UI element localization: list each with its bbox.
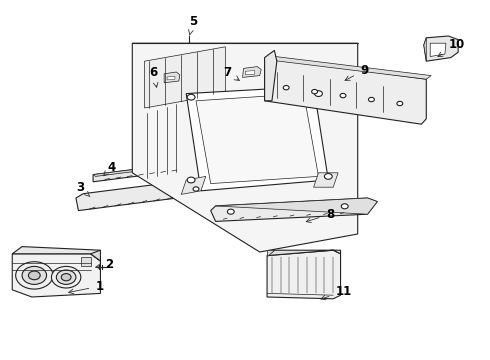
Circle shape xyxy=(368,97,374,102)
Polygon shape xyxy=(81,257,91,266)
Circle shape xyxy=(324,174,332,179)
Circle shape xyxy=(187,94,195,100)
Polygon shape xyxy=(265,56,431,79)
Polygon shape xyxy=(265,50,277,101)
Circle shape xyxy=(187,177,195,183)
Text: 6: 6 xyxy=(149,66,158,87)
Text: 8: 8 xyxy=(306,208,334,222)
Polygon shape xyxy=(267,250,341,299)
Polygon shape xyxy=(243,67,261,77)
Polygon shape xyxy=(167,76,175,80)
Polygon shape xyxy=(245,71,255,75)
Circle shape xyxy=(28,271,40,280)
Text: 3: 3 xyxy=(76,181,90,197)
Circle shape xyxy=(56,270,76,284)
Circle shape xyxy=(61,274,71,281)
Circle shape xyxy=(397,101,403,106)
Polygon shape xyxy=(424,38,426,61)
Polygon shape xyxy=(181,176,206,194)
Polygon shape xyxy=(186,86,328,191)
Circle shape xyxy=(16,262,53,289)
Circle shape xyxy=(51,266,81,288)
Circle shape xyxy=(193,187,199,191)
Text: 4: 4 xyxy=(103,161,116,176)
Circle shape xyxy=(227,209,234,214)
Text: 2: 2 xyxy=(96,258,114,271)
Circle shape xyxy=(283,85,289,90)
Text: 7: 7 xyxy=(223,66,239,81)
Polygon shape xyxy=(191,181,203,196)
Polygon shape xyxy=(216,198,377,214)
Polygon shape xyxy=(314,173,338,187)
Text: 1: 1 xyxy=(69,280,104,294)
Circle shape xyxy=(312,89,318,94)
Polygon shape xyxy=(196,94,318,184)
Polygon shape xyxy=(12,247,100,261)
Polygon shape xyxy=(265,58,426,124)
Circle shape xyxy=(340,93,346,98)
Polygon shape xyxy=(424,36,458,61)
Polygon shape xyxy=(267,250,274,256)
Text: 5: 5 xyxy=(189,15,197,35)
Polygon shape xyxy=(164,72,180,83)
Polygon shape xyxy=(145,47,225,108)
Circle shape xyxy=(22,266,47,284)
Polygon shape xyxy=(12,254,100,297)
Circle shape xyxy=(315,91,322,96)
Polygon shape xyxy=(93,162,196,176)
Polygon shape xyxy=(93,162,194,182)
Polygon shape xyxy=(132,43,358,252)
Polygon shape xyxy=(430,43,446,57)
Text: 11: 11 xyxy=(321,285,352,300)
Polygon shape xyxy=(267,250,341,256)
Text: 9: 9 xyxy=(345,64,368,80)
Polygon shape xyxy=(76,180,196,211)
Text: 10: 10 xyxy=(438,39,465,57)
Circle shape xyxy=(341,204,348,209)
Polygon shape xyxy=(211,198,377,221)
Polygon shape xyxy=(91,250,100,261)
